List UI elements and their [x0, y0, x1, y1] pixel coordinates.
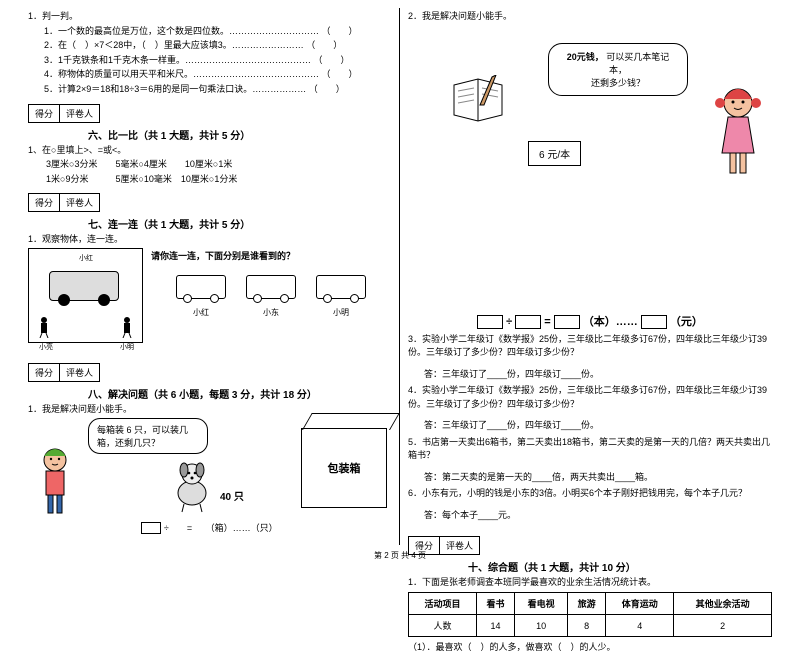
- grader-label: 评卷人: [60, 105, 99, 122]
- sec6-stem: 1、在○里填上>、=或<。: [28, 144, 391, 157]
- girl-icon: [28, 446, 82, 516]
- kid-label: 小亮: [39, 342, 53, 352]
- section-7-title: 七、连一连（共 1 大题，共计 5 分）: [88, 216, 391, 231]
- q4-ans: 答：三年级订了____份，四年级订____份。: [408, 419, 772, 432]
- kid-label: 小明: [120, 342, 134, 352]
- table-cell: 10: [515, 615, 568, 637]
- blank-box[interactable]: [554, 315, 580, 329]
- dog-icon: [168, 458, 216, 513]
- sec10-stem: 1．下面是张老师调查本班同学最喜欢的业余生活情况统计表。: [408, 576, 772, 589]
- view-item: 小东: [246, 275, 296, 318]
- sec7-prompt: 请你连一连，下面分别是谁看到的？: [151, 250, 391, 263]
- q5-stem: 5．书店第一天卖出6箱书，第二天卖出18箱书，第二天卖的是第一天的几倍？两天共卖…: [408, 436, 772, 463]
- q1-item: 5．计算2×9＝18和18÷3＝6用的是同一句乘法口诀。……………… （ ）: [28, 83, 391, 96]
- score-label: 得分: [29, 194, 60, 211]
- view-label: 小红: [176, 307, 226, 318]
- q4-stem: 4．实验小学二年级订《数学报》25份，三年级比二年级多订67份，四年级比三年级少…: [408, 384, 772, 411]
- q6-stem: 6．小东有元，小明的钱是小东的3倍。小明买6个本子刚好把钱用完，每个本子几元？: [408, 487, 772, 501]
- table-cell: 4: [606, 615, 674, 637]
- eq-text: ÷ = （箱）……（只）: [164, 523, 278, 533]
- kid-label: 小红: [79, 253, 93, 263]
- pkg-label: 包装箱: [328, 460, 361, 476]
- girl-icon: [710, 85, 766, 175]
- car-icon: [49, 271, 119, 301]
- kid-right-icon: [120, 316, 134, 338]
- table-header: 看书: [476, 593, 514, 615]
- sec7-stem: 1．观察物体，连一连。: [28, 233, 391, 246]
- blank-box[interactable]: [641, 315, 667, 329]
- table-header: 活动项目: [409, 593, 477, 615]
- package-box: 包装箱: [301, 428, 387, 508]
- price-tag: 6 元/本: [528, 141, 581, 166]
- score-label: 得分: [29, 105, 60, 122]
- notebook-icon: [448, 75, 508, 123]
- section-6-title: 六、比一比（共 1 大题，共计 5 分）: [88, 127, 391, 142]
- grader-label: 评卷人: [60, 194, 99, 211]
- sec8-q1-figure: 每箱装 6 只，可以装几箱，还剩几只？ 40 只 包装箱: [28, 418, 391, 518]
- sec7-scene: 小红 小亮 小明: [28, 248, 143, 343]
- van-front-icon: [176, 275, 226, 299]
- grader-label: 评卷人: [60, 364, 99, 381]
- sec10-sub: （1）．最喜欢（ ）的人多，做喜欢（ ）的人少。: [408, 641, 772, 654]
- table-cell: 14: [476, 615, 514, 637]
- table-cell: 人数: [409, 615, 477, 637]
- q2-figure: 20元钱， 可以买几本笔记本， 还剩多少钱？ 6 元/本: [408, 25, 772, 165]
- section-8-title: 八、解决问题（共 6 小题，每题 3 分，共计 18 分）: [88, 386, 391, 401]
- score-box: 得分 评卷人: [28, 104, 100, 123]
- sec7-views: 请你连一连，下面分别是谁看到的？ 小红 小东 小明: [151, 248, 391, 343]
- q1-item: 4．称物体的质量可以用天平和米尺。…………………………………… （ ）: [28, 68, 391, 81]
- bubble-text: 每箱装 6 只，可以装几箱，还剩几只？: [97, 425, 188, 448]
- kid-left-icon: [37, 316, 51, 338]
- table-row: 活动项目 看书 看电视 旅游 体育运动 其他业余活动: [409, 593, 772, 615]
- q1-item: 1．一个数的最高位是万位，这个数是四位数。………………………… （ ）: [28, 25, 391, 38]
- q6-ans: 答：每个本子____元。: [408, 509, 772, 522]
- price-text: 6 元/本: [539, 150, 570, 161]
- bubble-line: 还剩多少钱？: [591, 78, 645, 88]
- sec6-row: 3厘米○3分米 5毫米○4厘米 10厘米○1米: [28, 158, 391, 171]
- page-footer: 第 2 页 共 4 页: [0, 550, 800, 561]
- right-column: 2．我是解决问题小能手。 20元钱， 可以买几本笔记本， 还剩多少钱？ 6 元/…: [400, 8, 780, 545]
- view-label: 小东: [246, 307, 296, 318]
- sec7-figure: 小红 小亮 小明 请你连一连，下面分别是谁看到的？ 小红: [28, 248, 391, 343]
- stats-table: 活动项目 看书 看电视 旅游 体育运动 其他业余活动 人数 14 10 8 4 …: [408, 592, 772, 637]
- count-label: 40 只: [220, 488, 244, 503]
- q5-ans: 答：第二天卖的是第一天的____倍，两天共卖出____箱。: [408, 471, 772, 484]
- table-header: 看电视: [515, 593, 568, 615]
- van-back-icon: [316, 275, 366, 299]
- q1-stem: 1．判一判。: [28, 10, 391, 23]
- table-row: 人数 14 10 8 4 2: [409, 615, 772, 637]
- q1-item: 3．1千克铁条和1千克木条一样重。…………………………………… （ ）: [28, 54, 391, 67]
- q1-item: 2．在（ ）×7＜28中，（ ）里最大应该填3。…………………… （ ）: [28, 39, 391, 52]
- blank-box[interactable]: [515, 315, 541, 329]
- blank-box[interactable]: [477, 315, 503, 329]
- speech-bubble: 每箱装 6 只，可以装几箱，还剩几只？: [88, 418, 208, 454]
- left-column: 1．判一判。 1．一个数的最高位是万位，这个数是四位数。………………………… （…: [20, 8, 400, 545]
- score-label: 得分: [29, 364, 60, 381]
- table-header: 体育运动: [606, 593, 674, 615]
- view-item: 小红: [176, 275, 226, 318]
- view-label: 小明: [316, 307, 366, 318]
- speech-bubble: 20元钱， 可以买几本笔记本， 还剩多少钱？: [548, 43, 688, 96]
- q3-ans: 答：三年级订了____份，四年级订____份。: [408, 368, 772, 381]
- q3-stem: 3．实验小学二年级订《数学报》25份，三年级比二年级多订67份，四年级比三年级少…: [408, 333, 772, 360]
- sec6-row: 1米○9分米 5厘米○10毫米 10厘米○1分米: [28, 173, 391, 186]
- table-header: 旅游: [568, 593, 606, 615]
- table-header: 其他业余活动: [674, 593, 772, 615]
- q2-stem: 2．我是解决问题小能手。: [408, 10, 772, 23]
- sec8-eq: ÷ = （箱）……（只）: [28, 522, 391, 535]
- score-box: 得分 评卷人: [28, 363, 100, 382]
- bubble-line: 可以买几本笔记本，: [606, 52, 669, 75]
- van-side-icon: [246, 275, 296, 299]
- view-item: 小明: [316, 275, 366, 318]
- score-box: 得分 评卷人: [28, 193, 100, 212]
- table-cell: 2: [674, 615, 772, 637]
- table-cell: 8: [568, 615, 606, 637]
- blank-box[interactable]: [141, 522, 161, 534]
- q2-eq: ÷ = （本）…… （元）: [408, 313, 772, 329]
- bubble-line: 20元钱，: [567, 52, 604, 62]
